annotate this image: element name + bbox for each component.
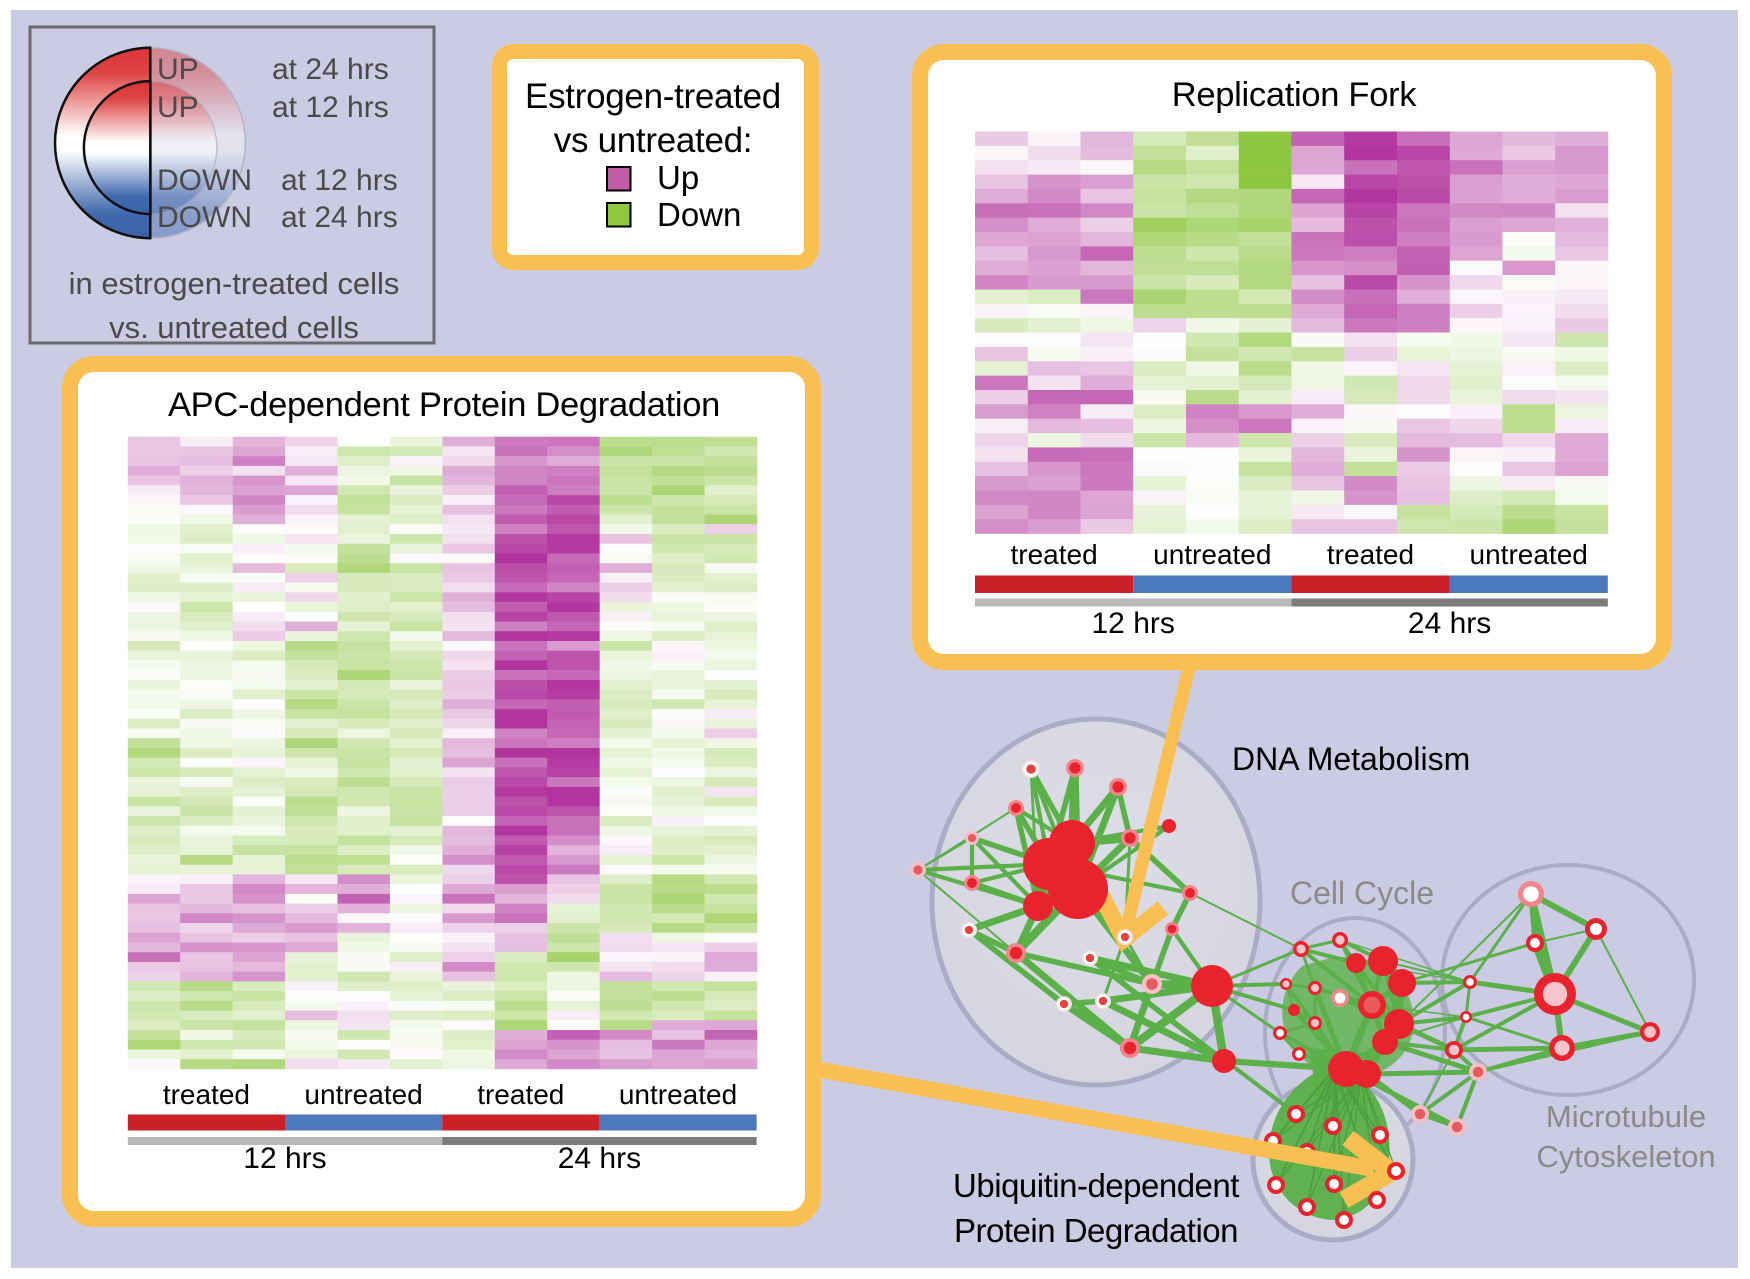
svg-text:at 24 hrs: at 24 hrs	[281, 201, 398, 234]
svg-text:Protein Degradation: Protein Degradation	[954, 1212, 1238, 1249]
svg-text:at 12 hrs: at 12 hrs	[281, 164, 398, 197]
svg-text:24 hrs: 24 hrs	[1408, 607, 1491, 640]
svg-text:Cytoskeleton: Cytoskeleton	[1536, 1139, 1715, 1174]
svg-text:at 24 hrs: at 24 hrs	[272, 53, 389, 86]
svg-text:UP: UP	[157, 53, 199, 86]
svg-text:12 hrs: 12 hrs	[1092, 607, 1175, 640]
svg-text:treated: treated	[477, 1079, 564, 1110]
svg-text:DNA Metabolism: DNA Metabolism	[1232, 741, 1470, 777]
svg-text:untreated: untreated	[1470, 539, 1588, 570]
svg-text:DOWN: DOWN	[157, 201, 252, 234]
svg-text:Estrogen-treated: Estrogen-treated	[525, 77, 781, 116]
svg-text:Replication Fork: Replication Fork	[1172, 76, 1418, 114]
svg-text:Microtubule: Microtubule	[1546, 1099, 1706, 1134]
svg-text:vs untreated:: vs untreated:	[554, 121, 752, 160]
svg-text:DOWN: DOWN	[157, 164, 252, 197]
svg-text:Cell Cycle: Cell Cycle	[1290, 875, 1434, 911]
svg-text:24 hrs: 24 hrs	[558, 1142, 641, 1175]
svg-text:Down: Down	[657, 196, 741, 233]
svg-text:at 12 hrs: at 12 hrs	[272, 91, 389, 124]
svg-text:APC-dependent Protein Degradat: APC-dependent Protein Degradation	[168, 386, 720, 424]
svg-text:vs. untreated cells: vs. untreated cells	[109, 310, 359, 345]
svg-text:12 hrs: 12 hrs	[243, 1142, 326, 1175]
svg-text:UP: UP	[157, 91, 199, 124]
svg-text:treated: treated	[1011, 539, 1098, 570]
svg-text:untreated: untreated	[619, 1079, 737, 1110]
svg-text:Up: Up	[657, 159, 699, 196]
svg-text:treated: treated	[1327, 539, 1414, 570]
svg-text:untreated: untreated	[1153, 539, 1271, 570]
svg-text:in estrogen-treated cells: in estrogen-treated cells	[69, 266, 400, 301]
svg-text:untreated: untreated	[304, 1079, 422, 1110]
svg-text:treated: treated	[163, 1079, 250, 1110]
svg-text:Ubiquitin-dependent: Ubiquitin-dependent	[953, 1167, 1239, 1204]
